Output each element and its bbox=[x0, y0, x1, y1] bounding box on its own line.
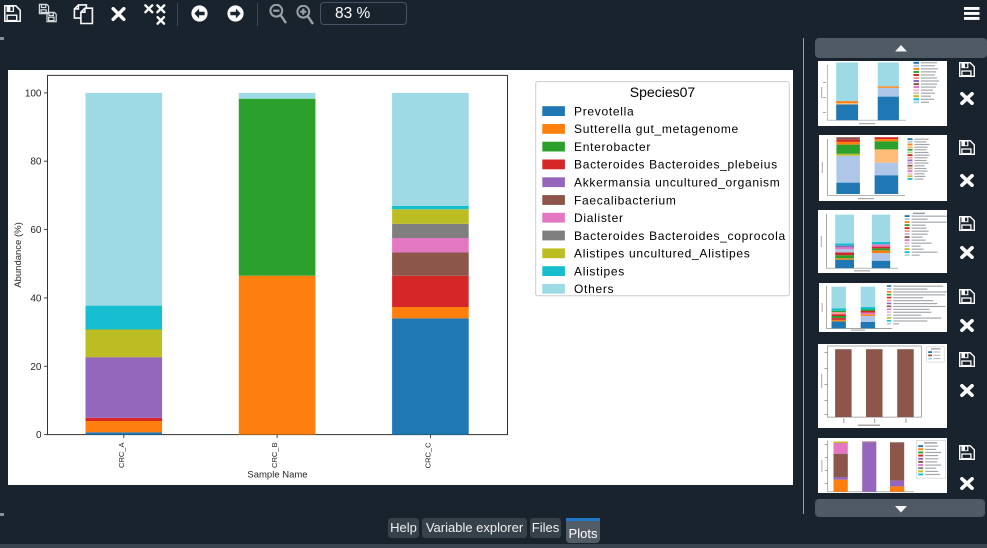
svg-text:100: 100 bbox=[25, 88, 42, 99]
svg-text:Sutterella gut_metagenome: Sutterella gut_metagenome bbox=[574, 122, 739, 136]
svg-text:0: 0 bbox=[36, 430, 42, 441]
svg-text:60: 60 bbox=[30, 225, 42, 236]
svg-text:Faecalibacterium: Faecalibacterium bbox=[574, 193, 677, 207]
svg-text:Bacteroides Bacteroides_plebei: Bacteroides Bacteroides_plebeius bbox=[574, 158, 778, 172]
svg-text:20: 20 bbox=[30, 362, 42, 373]
svg-text:Enterobacter: Enterobacter bbox=[574, 140, 651, 154]
svg-text:Bacteroides Bacteroides_coproc: Bacteroides Bacteroides_coprocola bbox=[574, 229, 786, 243]
svg-text:CRC_C: CRC_C bbox=[423, 442, 432, 468]
svg-text:Sample Name: Sample Name bbox=[247, 470, 307, 481]
svg-text:Species07: Species07 bbox=[630, 84, 696, 100]
svg-text:Alistipes: Alistipes bbox=[574, 264, 625, 278]
svg-text:Abundance (%): Abundance (%) bbox=[13, 222, 24, 287]
svg-text:Akkermansia uncultured_organis: Akkermansia uncultured_organism bbox=[574, 176, 780, 190]
svg-text:Others: Others bbox=[574, 282, 614, 296]
svg-text:40: 40 bbox=[30, 293, 42, 304]
svg-text:80: 80 bbox=[30, 157, 42, 168]
svg-text:CRC_B: CRC_B bbox=[270, 443, 279, 468]
svg-text:CRC_A: CRC_A bbox=[117, 443, 126, 468]
svg-text:Prevotella: Prevotella bbox=[574, 104, 634, 118]
svg-text:Alistipes uncultured_Alistipes: Alistipes uncultured_Alistipes bbox=[574, 247, 750, 261]
svg-text:Dialister: Dialister bbox=[574, 211, 624, 225]
